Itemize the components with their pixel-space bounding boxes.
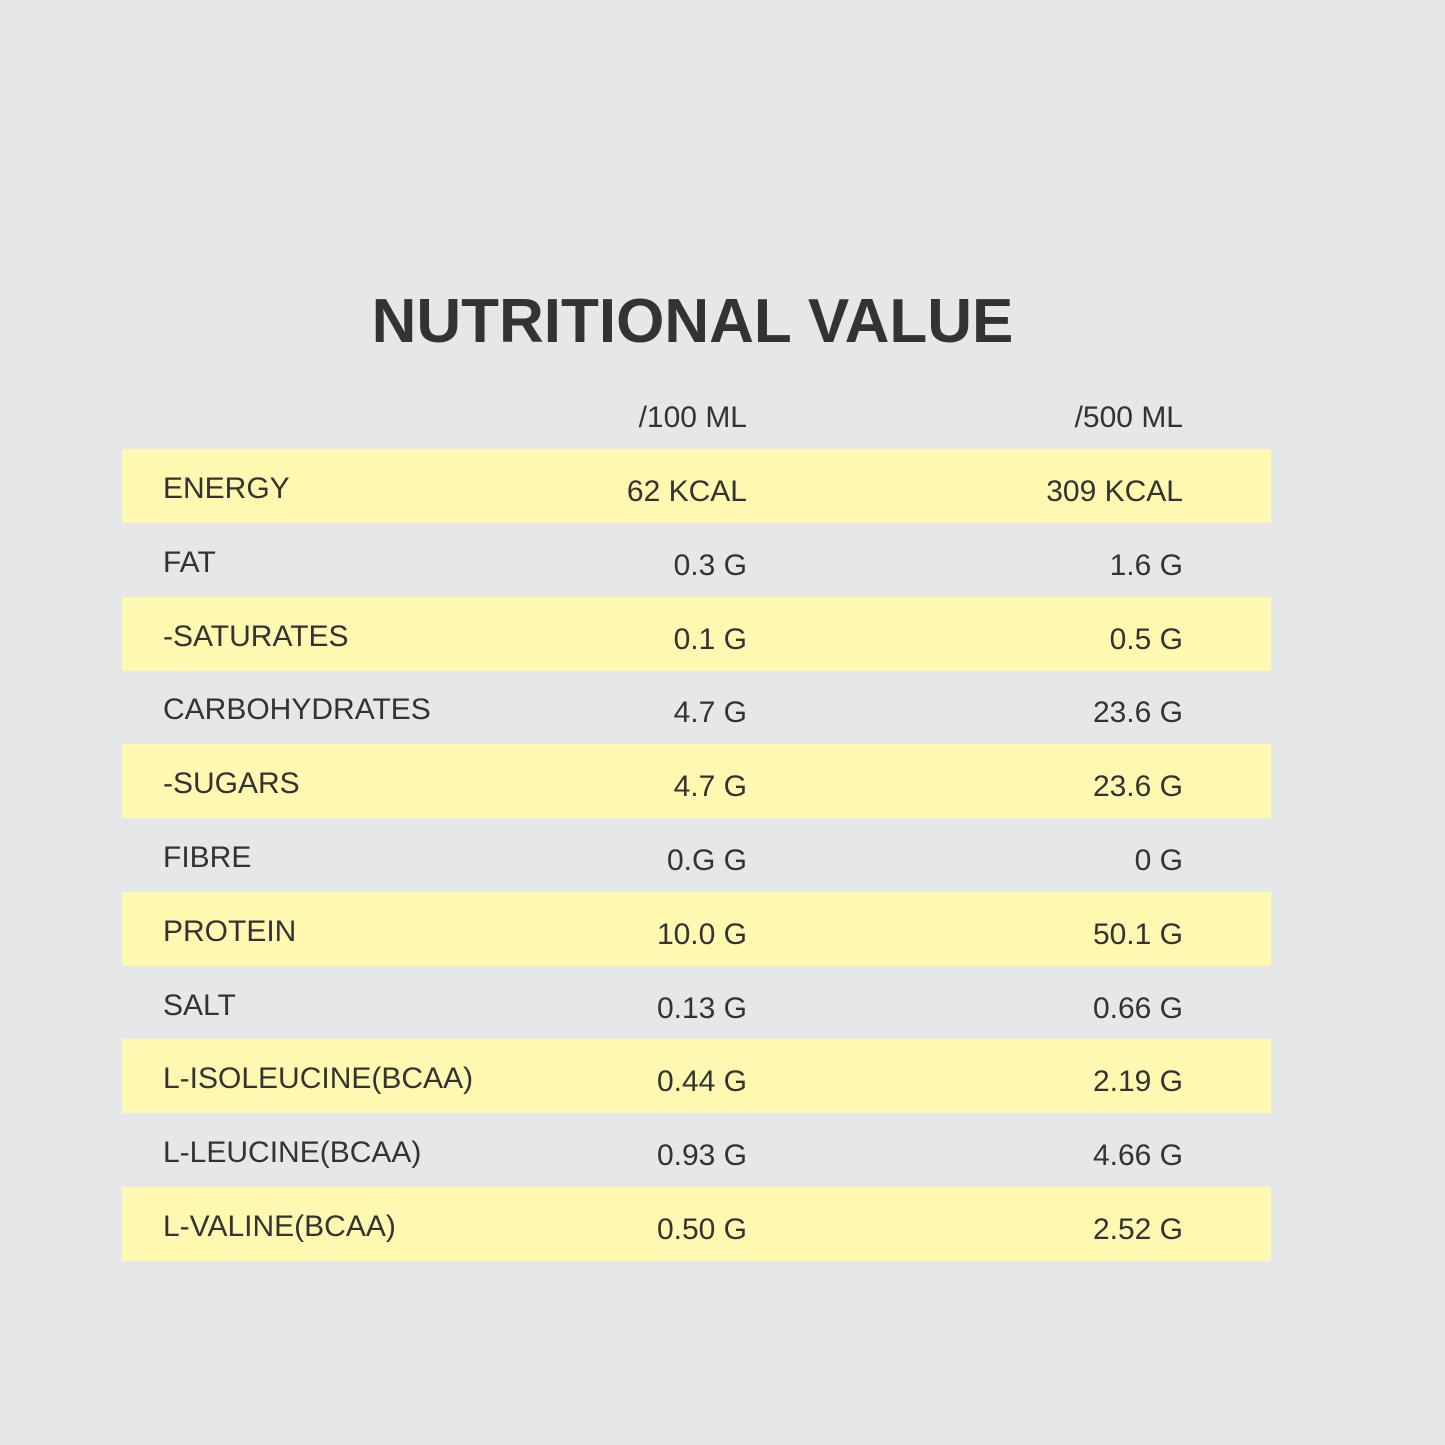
column-header: /100 ML: [638, 401, 747, 434]
value-per-100ml: 10.0 G: [656, 917, 747, 951]
title: NUTRITIONAL VALUE: [371, 287, 1014, 356]
value-per-100ml: 0.93 G: [656, 1139, 747, 1173]
value-per-500ml: 0.5 G: [1109, 622, 1183, 656]
value-per-500ml: 23.6 G: [1092, 770, 1183, 804]
value-per-500ml: 0.66 G: [1092, 991, 1183, 1025]
value-per-100ml: 0.3 G: [673, 548, 747, 582]
value-per-500ml: 0 G: [1134, 844, 1183, 877]
value-per-500ml: 4.66 G: [1092, 1139, 1183, 1173]
table-row: ENERGY 62 KCAL 309 KCAL: [122, 449, 1271, 523]
value-per-100ml: 0.G G: [666, 844, 747, 877]
value-per-500ml: 2.52 G: [1092, 1213, 1183, 1246]
table-row: FAT 0.3 G 1.6 G: [122, 523, 1271, 597]
value-per-100ml: 0.44 G: [656, 1065, 747, 1099]
value-per-500ml: 309 KCAL: [1046, 475, 1183, 508]
value-per-500ml: 2.19 G: [1092, 1065, 1183, 1099]
nutrient-label: SALT: [163, 988, 236, 1022]
table-row: CARBOHYDRATES 4.7 G 23.6 G: [122, 670, 1271, 744]
table-row: PROTEIN 10.0 G 50.1 G: [122, 891, 1271, 966]
value-per-100ml: 4.7 G: [673, 696, 747, 730]
value-per-500ml: 50.1 G: [1092, 917, 1183, 951]
nutrient-label: FIBRE: [163, 841, 252, 874]
nutrient-label: ENERGY: [163, 472, 290, 505]
column-header: /500 ML: [1074, 401, 1183, 434]
table-row: L-ISOLEUCINE(BCAA) 0.44 G 2.19 G: [122, 1039, 1271, 1114]
table-row: -SATURATES 0.1 G 0.5 G: [122, 596, 1271, 671]
table-row: FIBRE 0.G G 0 G: [122, 818, 1271, 892]
value-per-100ml: 62 KCAL: [626, 475, 747, 508]
value-per-500ml: 23.6 G: [1092, 696, 1183, 730]
table-row: -SUGARS 4.7 G 23.6 G: [122, 744, 1271, 819]
value-per-100ml: 4.7 G: [673, 770, 747, 804]
table-row: L-LEUCINE(BCAA) 0.93 G 4.66 G: [122, 1113, 1271, 1187]
value-per-500ml: 1.6 G: [1109, 548, 1183, 582]
nutrient-label: -SUGARS: [163, 767, 300, 801]
value-per-100ml: 0.13 G: [656, 991, 747, 1025]
nutrient-label: L-VALINE(BCAA): [163, 1210, 396, 1243]
value-per-100ml: 0.50 G: [656, 1213, 747, 1246]
nutrient-label: L-ISOLEUCINE(BCAA): [163, 1062, 474, 1096]
table-row: L-VALINE(BCAA) 0.50 G 2.52 G: [122, 1187, 1271, 1261]
nutrient-label: L-LEUCINE(BCAA): [163, 1136, 422, 1170]
table-row: SALT 0.13 G 0.66 G: [122, 966, 1271, 1040]
value-per-100ml: 0.1 G: [673, 622, 747, 656]
nutrient-label: CARBOHYDRATES: [163, 693, 431, 727]
nutrient-label: -SATURATES: [163, 619, 349, 653]
nutrient-label: PROTEIN: [163, 914, 297, 948]
nutrient-label: FAT: [163, 545, 216, 579]
